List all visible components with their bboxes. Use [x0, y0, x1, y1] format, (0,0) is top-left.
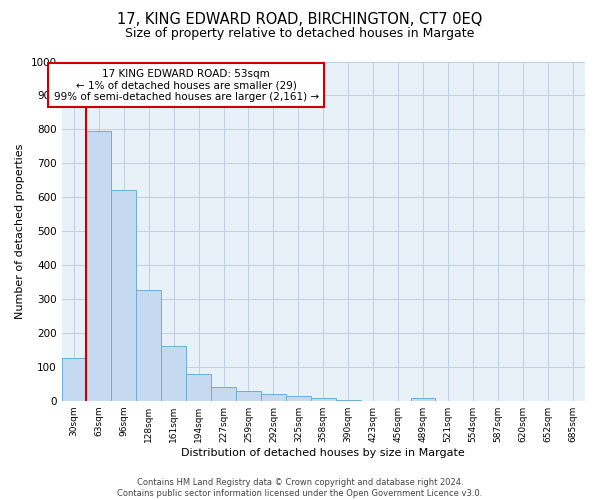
Text: Contains HM Land Registry data © Crown copyright and database right 2024.
Contai: Contains HM Land Registry data © Crown c… — [118, 478, 482, 498]
Bar — [186, 374, 211, 400]
Bar — [112, 190, 136, 400]
Bar — [236, 390, 261, 400]
Bar — [86, 131, 112, 400]
Bar — [311, 398, 336, 400]
X-axis label: Distribution of detached houses by size in Margate: Distribution of detached houses by size … — [181, 448, 465, 458]
Text: Size of property relative to detached houses in Margate: Size of property relative to detached ho… — [125, 28, 475, 40]
Y-axis label: Number of detached properties: Number of detached properties — [15, 144, 25, 319]
Text: 17 KING EDWARD ROAD: 53sqm
← 1% of detached houses are smaller (29)
99% of semi-: 17 KING EDWARD ROAD: 53sqm ← 1% of detac… — [53, 68, 319, 102]
Bar — [211, 387, 236, 400]
Bar — [62, 358, 86, 401]
Text: 17, KING EDWARD ROAD, BIRCHINGTON, CT7 0EQ: 17, KING EDWARD ROAD, BIRCHINGTON, CT7 0… — [118, 12, 482, 28]
Bar — [261, 394, 286, 400]
Bar — [136, 290, 161, 401]
Bar — [286, 396, 311, 400]
Bar — [410, 398, 436, 400]
Bar — [161, 346, 186, 401]
